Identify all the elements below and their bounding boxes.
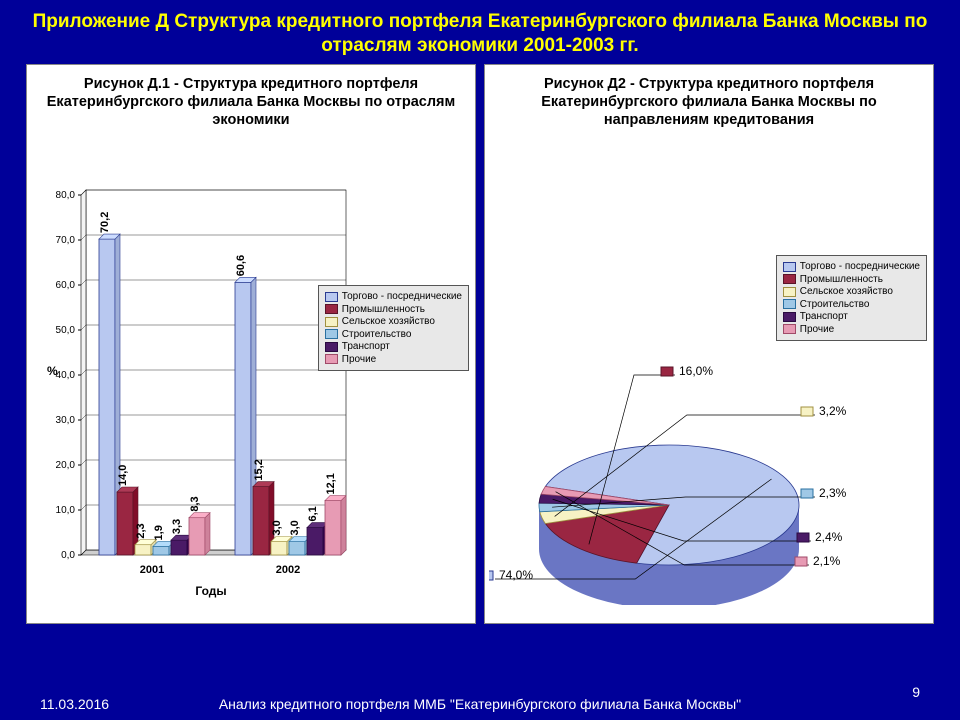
svg-text:60,0: 60,0	[56, 280, 76, 291]
legend-swatch	[783, 299, 796, 309]
svg-text:0,0: 0,0	[61, 550, 75, 561]
svg-text:15,2: 15,2	[253, 459, 265, 480]
svg-text:3,0: 3,0	[289, 520, 301, 535]
legend-label: Транспорт	[342, 341, 390, 352]
svg-text:80,0: 80,0	[56, 190, 76, 201]
svg-text:2,3: 2,3	[135, 523, 147, 538]
svg-text:2,3%: 2,3%	[819, 486, 847, 500]
panels: Рисунок Д.1 - Структура кредитного портф…	[0, 64, 960, 624]
legend-item: Транспорт	[325, 341, 462, 352]
slide-title: Приложение Д Структура кредитного портфе…	[0, 0, 960, 64]
legend-label: Строительство	[342, 329, 412, 340]
legend-swatch	[783, 262, 796, 272]
legend-label: Торгово - посреднические	[342, 291, 462, 302]
footer-center: Анализ кредитного портфеля ММБ "Екатерин…	[0, 696, 960, 712]
legend-swatch	[783, 287, 796, 297]
legend-swatch	[783, 312, 796, 322]
svg-text:12,1: 12,1	[325, 473, 337, 494]
legend-label: Прочие	[342, 354, 376, 365]
pie-legend: Торгово - посреднические ПромышленностьСе…	[776, 255, 927, 342]
legend-label: Сельское хозяйство	[342, 316, 435, 327]
svg-text:70,0: 70,0	[56, 235, 76, 246]
svg-text:30,0: 30,0	[56, 415, 76, 426]
svg-text:14,0: 14,0	[117, 464, 129, 485]
pie-chart: 74,0% 16,0% 3,2% 2,3% 2,4% 2,1%	[489, 185, 929, 605]
svg-text:%: %	[47, 364, 58, 378]
svg-text:2,1%: 2,1%	[813, 554, 841, 568]
svg-text:70,2: 70,2	[99, 211, 111, 232]
svg-text:60,6: 60,6	[235, 254, 247, 275]
svg-text:8,3: 8,3	[189, 496, 201, 511]
panel-pie: Рисунок Д2 - Структура кредитного портфе…	[484, 64, 934, 624]
legend-swatch	[325, 292, 338, 302]
legend-item: Транспорт	[783, 311, 920, 322]
legend-label: Прочие	[800, 324, 834, 335]
legend-label: Торгово - посреднические	[800, 261, 920, 272]
svg-text:2001: 2001	[140, 564, 164, 576]
svg-text:2002: 2002	[276, 564, 300, 576]
svg-text:10,0: 10,0	[56, 505, 76, 516]
svg-text:16,0%: 16,0%	[679, 364, 713, 378]
legend-item: Промышленность	[783, 274, 920, 285]
legend-item: Промышленность	[325, 304, 462, 315]
legend-item: Сельское хозяйство	[325, 316, 462, 327]
svg-text:3,0: 3,0	[271, 520, 283, 535]
legend-label: Строительство	[800, 299, 870, 310]
svg-text:6,1: 6,1	[307, 506, 319, 521]
svg-text:50,0: 50,0	[56, 325, 76, 336]
svg-text:1,9: 1,9	[153, 525, 165, 540]
svg-text:74,0%: 74,0%	[499, 568, 533, 582]
pie-chart-title: Рисунок Д2 - Структура кредитного портфе…	[485, 65, 933, 133]
bar-chart: 0,0 10,0 20,0 30,0 40,0 50,0 60,0 70,0 80,0% Годы…	[31, 155, 471, 615]
footer-date: 11.03.2016	[40, 696, 109, 712]
legend-item: Прочие	[325, 354, 462, 365]
legend-swatch	[783, 324, 796, 334]
legend-item: Прочие	[783, 324, 920, 335]
legend-item: Торгово - посреднические	[325, 291, 462, 302]
legend-swatch	[325, 317, 338, 327]
panel-bar: Рисунок Д.1 - Структура кредитного портф…	[26, 64, 476, 624]
legend-swatch	[325, 342, 338, 352]
legend-swatch	[325, 354, 338, 364]
legend-item: Строительство	[325, 329, 462, 340]
legend-label: Промышленность	[342, 304, 425, 315]
legend-label: Транспорт	[800, 311, 848, 322]
bar-chart-title: Рисунок Д.1 - Структура кредитного портф…	[27, 65, 475, 133]
svg-text:3,3: 3,3	[171, 518, 183, 533]
legend-swatch	[783, 274, 796, 284]
svg-text:Годы: Годы	[195, 584, 226, 598]
legend-item: Строительство	[783, 299, 920, 310]
svg-text:2,4%: 2,4%	[815, 530, 843, 544]
svg-text:20,0: 20,0	[56, 460, 76, 471]
legend-label: Промышленность	[800, 274, 883, 285]
footer: 11.03.2016 Анализ кредитного портфеля ММ…	[0, 696, 960, 712]
legend-label: Сельское хозяйство	[800, 286, 893, 297]
legend-item: Сельское хозяйство	[783, 286, 920, 297]
svg-text:40,0: 40,0	[56, 370, 76, 381]
legend-item: Торгово - посреднические	[783, 261, 920, 272]
bar-legend: Торгово - посреднические ПромышленностьСе…	[318, 285, 469, 372]
svg-text:3,2%: 3,2%	[819, 404, 847, 418]
legend-swatch	[325, 304, 338, 314]
footer-page: 9	[912, 684, 920, 700]
legend-swatch	[325, 329, 338, 339]
